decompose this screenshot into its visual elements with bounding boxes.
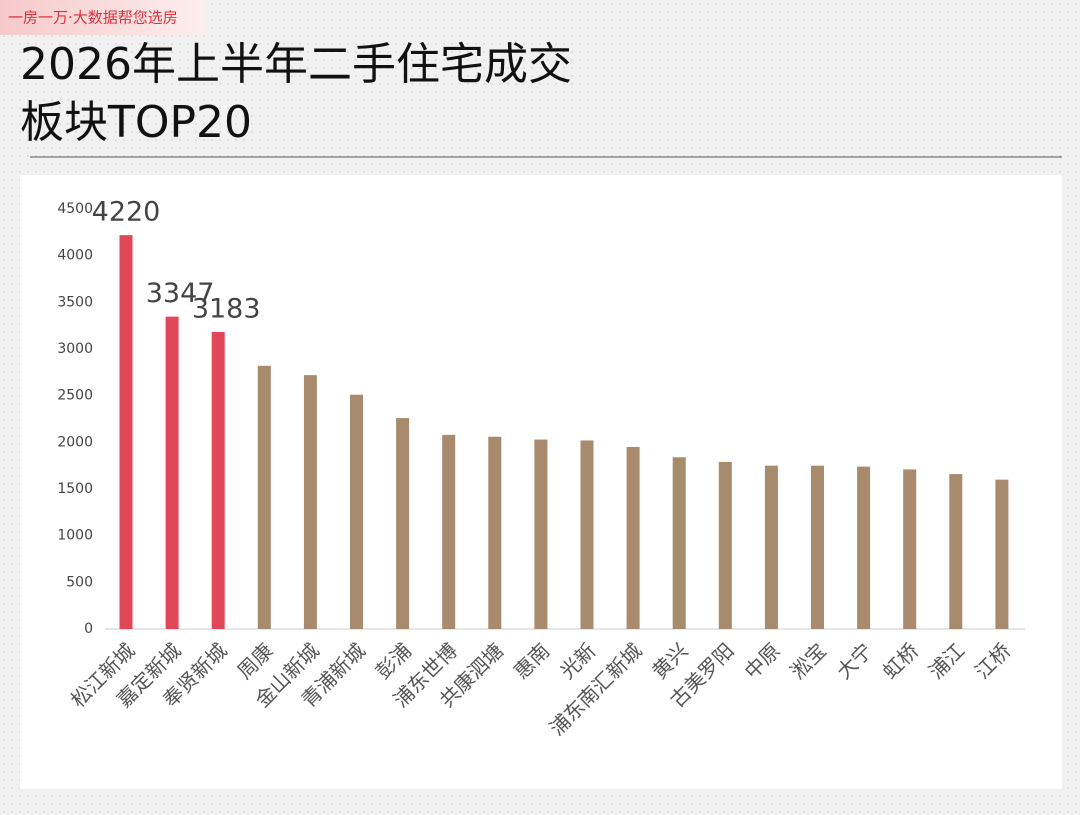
tag-background (0, 0, 205, 35)
brand-tag: 一房一万·大数据帮您选房 (8, 9, 178, 27)
bar (442, 434, 456, 629)
bar (165, 316, 179, 629)
y-tick-label: 1500 (57, 481, 93, 497)
bar (626, 447, 640, 629)
y-tick-label: 2500 (57, 388, 93, 404)
bar (672, 457, 686, 629)
y-tick-label: 2000 (57, 434, 93, 450)
chart-title: 2026年上半年二手住宅成交 (20, 39, 572, 90)
bar (995, 479, 1009, 629)
bar (303, 375, 317, 629)
y-tick-label: 1000 (57, 528, 93, 544)
value-label: 3347 (146, 278, 215, 309)
bar (811, 465, 824, 629)
y-tick-label: 4500 (57, 201, 93, 217)
bar (764, 465, 778, 629)
bar (534, 439, 548, 629)
value-label: 3183 (192, 293, 261, 324)
bar (903, 469, 917, 629)
bar (211, 331, 225, 629)
y-tick-label: 0 (84, 621, 93, 637)
chart-title: 板块TOP20 (20, 97, 252, 148)
y-tick-label: 3000 (57, 341, 93, 357)
bar (396, 418, 410, 629)
bar (949, 474, 963, 629)
value-label: 4220 (92, 197, 161, 228)
bar (857, 466, 871, 629)
bar (119, 235, 133, 629)
bar (350, 394, 363, 629)
y-tick-label: 500 (66, 574, 93, 590)
bar (718, 461, 732, 629)
bar (580, 440, 594, 629)
y-tick-label: 3500 (57, 294, 93, 310)
bar (488, 436, 502, 629)
bar (257, 365, 271, 629)
y-tick-label: 4000 (57, 248, 93, 264)
